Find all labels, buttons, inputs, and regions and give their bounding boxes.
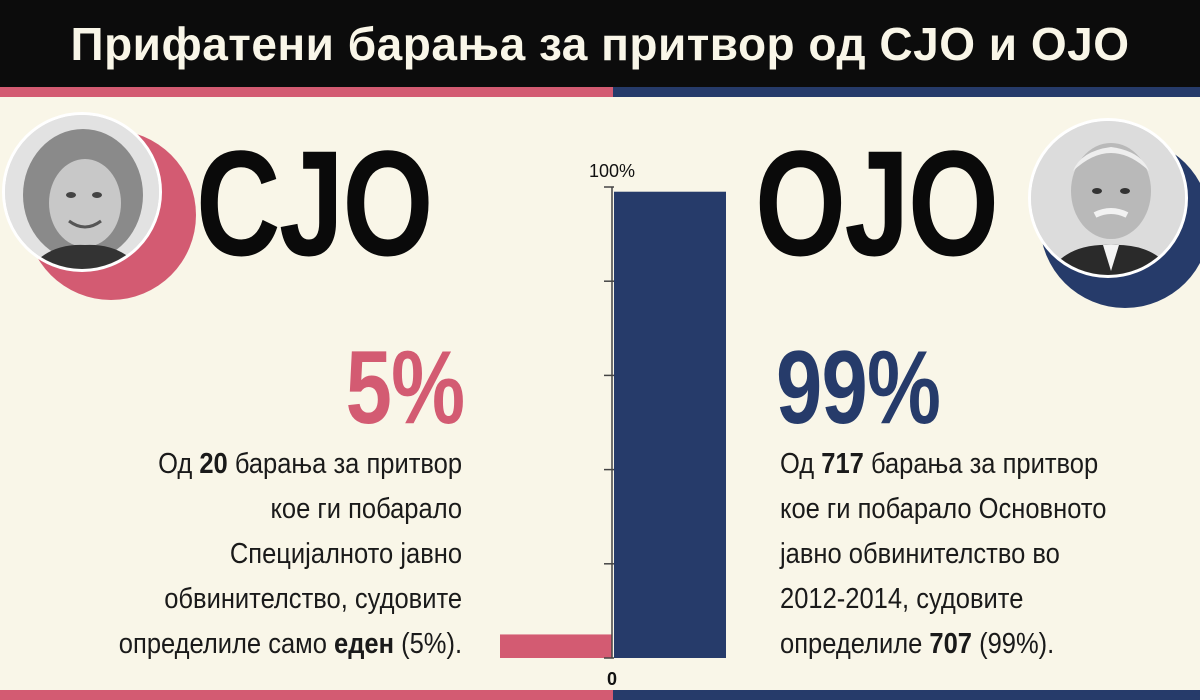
left-desc-line-5: определиле само еден (5%). bbox=[118, 628, 462, 660]
right-desc-line-1: Од 717 барања за притвор bbox=[780, 448, 1099, 480]
right-desc-line-4: 2012-2014, судовите bbox=[780, 583, 1024, 615]
left-desc-line-3: Специјалното јавно bbox=[229, 538, 462, 570]
right-desc-line-2: кое ги побарало Основното bbox=[780, 493, 1107, 525]
bar-2 bbox=[614, 191, 726, 658]
right-desc-line-3: јавно обвинителство во bbox=[780, 538, 1060, 570]
right-percentage: 99% bbox=[776, 330, 941, 446]
bar-chart: 100% 0 bbox=[500, 161, 726, 689]
left-org-label: СЈО bbox=[196, 119, 433, 287]
right-org-label: ОЈО bbox=[755, 119, 999, 287]
top-stripe bbox=[0, 87, 1200, 97]
title-bar: Прифатени барања за притвор од СЈО и ОЈО bbox=[0, 0, 1200, 87]
left-desc-line-4: обвинителство, судовите bbox=[164, 583, 463, 615]
bottom-stripe bbox=[0, 690, 1200, 700]
left-desc-line-2: кое ги побарало bbox=[270, 493, 462, 525]
left-description: Од 20 барања за притвор кое ги побарало … bbox=[119, 442, 462, 667]
left-desc-line-1: Од 20 барања за притвор bbox=[158, 448, 462, 480]
left-percentage: 5% bbox=[345, 330, 464, 446]
woman-portrait-icon bbox=[2, 112, 162, 272]
man-portrait-icon bbox=[1028, 118, 1188, 278]
top-tick-label: 100% bbox=[589, 161, 635, 181]
bar-1 bbox=[500, 634, 612, 658]
right-description: Од 717 барања за притвор кое ги побарало… bbox=[780, 442, 1106, 667]
page-title: Прифатени барања за притвор од СЈО и ОЈО bbox=[70, 17, 1130, 70]
right-desc-line-5: определиле 707 (99%). bbox=[780, 628, 1055, 660]
bottom-tick-label: 0 bbox=[607, 669, 617, 689]
